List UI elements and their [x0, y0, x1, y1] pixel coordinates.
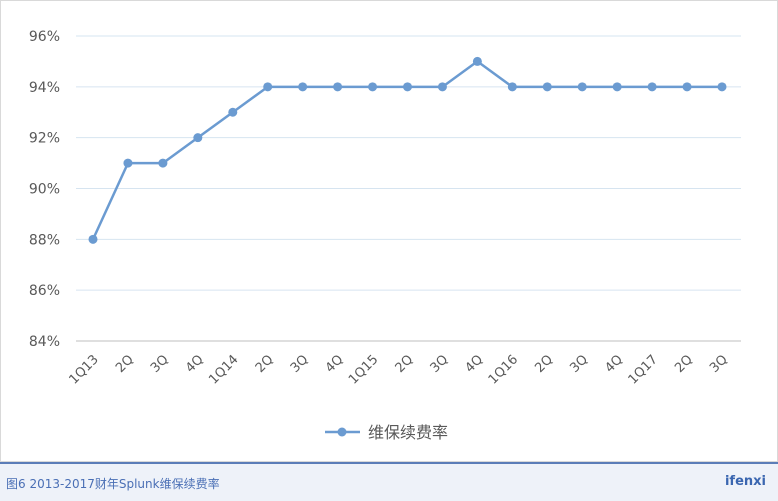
- data-point: [682, 82, 692, 92]
- data-point: [193, 133, 203, 143]
- chart-frame: [0, 0, 778, 462]
- data-point: [298, 82, 308, 92]
- x-tick-label: 4Q: [183, 352, 207, 376]
- x-tick-label: 2Q: [393, 352, 417, 376]
- data-point: [368, 82, 378, 92]
- x-tick-label: 1Q15: [346, 352, 381, 387]
- x-tick-label: 2Q: [672, 352, 696, 376]
- data-point: [228, 107, 238, 117]
- data-point: [647, 82, 657, 92]
- data-point: [717, 82, 727, 92]
- x-tick-label: 2Q: [532, 352, 556, 376]
- y-tick-label: 88%: [29, 232, 60, 248]
- x-tick-label: 2Q: [113, 352, 137, 376]
- x-tick-label: 1Q16: [486, 352, 521, 387]
- data-point: [263, 82, 273, 92]
- footer-rule: [0, 462, 778, 464]
- x-tick-label: 3Q: [288, 352, 312, 376]
- data-point: [577, 82, 587, 92]
- x-tick-label: 3Q: [148, 352, 172, 376]
- y-tick-label: 84%: [29, 334, 60, 350]
- footer-bar: 图6 2013-2017财年Splunk维保续费率 ifenxi: [0, 462, 778, 501]
- data-point: [437, 82, 447, 92]
- data-point: [123, 158, 133, 168]
- x-tick-label: 4Q: [463, 352, 487, 376]
- x-tick-label: 3Q: [428, 352, 452, 376]
- data-point: [333, 82, 343, 92]
- figure-caption: 图6 2013-2017财年Splunk维保续费率: [6, 477, 220, 491]
- x-tick-label: 3Q: [567, 352, 591, 376]
- x-tick-label: 1Q14: [206, 352, 241, 387]
- y-tick-label: 94%: [29, 80, 60, 96]
- legend-label: 维保续费率: [368, 423, 448, 442]
- data-point: [472, 56, 482, 66]
- y-tick-label: 96%: [29, 29, 60, 45]
- y-tick-label: 86%: [29, 283, 60, 299]
- data-point: [507, 82, 517, 92]
- data-point: [403, 82, 412, 92]
- y-tick-label: 92%: [29, 131, 60, 147]
- data-point: [88, 234, 98, 244]
- legend-swatch-marker: [337, 427, 347, 437]
- x-tick-label: 4Q: [323, 352, 347, 376]
- x-tick-label: 3Q: [707, 352, 731, 376]
- x-tick-label: 2Q: [253, 352, 277, 376]
- y-tick-label: 90%: [29, 182, 60, 198]
- line-chart: 84%86%88%90%92%94%96%1Q13 2Q 3Q 4Q 1Q14 2Q 3Q 4…: [29, 29, 741, 442]
- data-point: [158, 158, 168, 168]
- x-tick-label: 1Q17: [626, 352, 661, 387]
- data-point: [612, 82, 622, 92]
- brand-logo: ifenxi: [724, 474, 766, 489]
- x-tick-label: 4Q: [602, 352, 626, 376]
- x-tick-label: 1Q13: [66, 352, 101, 387]
- data-point: [542, 82, 552, 92]
